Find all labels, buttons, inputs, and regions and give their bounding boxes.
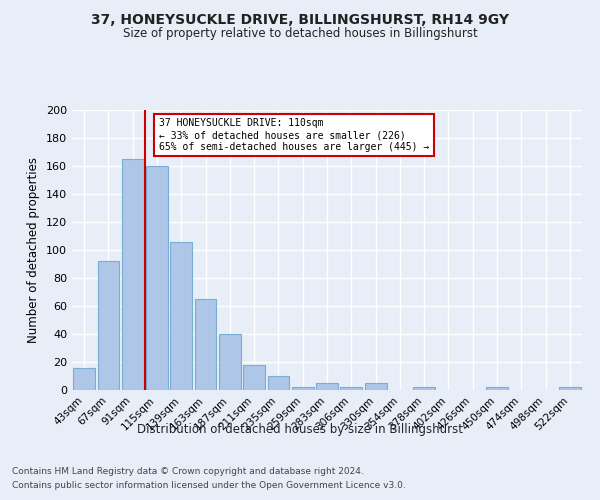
Text: Size of property relative to detached houses in Billingshurst: Size of property relative to detached ho… bbox=[122, 28, 478, 40]
Bar bbox=[340, 387, 362, 390]
Bar bbox=[316, 383, 338, 390]
Bar bbox=[413, 387, 435, 390]
Bar bbox=[170, 242, 192, 390]
Bar bbox=[365, 383, 386, 390]
Text: 37, HONEYSUCKLE DRIVE, BILLINGSHURST, RH14 9GY: 37, HONEYSUCKLE DRIVE, BILLINGSHURST, RH… bbox=[91, 12, 509, 26]
Bar bbox=[559, 387, 581, 390]
Text: Contains HM Land Registry data © Crown copyright and database right 2024.: Contains HM Land Registry data © Crown c… bbox=[12, 468, 364, 476]
Bar bbox=[122, 159, 143, 390]
Bar bbox=[194, 299, 217, 390]
Bar bbox=[243, 365, 265, 390]
Bar bbox=[268, 376, 289, 390]
Bar bbox=[146, 166, 168, 390]
Text: 37 HONEYSUCKLE DRIVE: 110sqm
← 33% of detached houses are smaller (226)
65% of s: 37 HONEYSUCKLE DRIVE: 110sqm ← 33% of de… bbox=[158, 118, 429, 152]
Bar bbox=[97, 261, 119, 390]
Y-axis label: Number of detached properties: Number of detached properties bbox=[28, 157, 40, 343]
Bar bbox=[292, 387, 314, 390]
Text: Contains public sector information licensed under the Open Government Licence v3: Contains public sector information licen… bbox=[12, 481, 406, 490]
Bar bbox=[219, 334, 241, 390]
Text: Distribution of detached houses by size in Billingshurst: Distribution of detached houses by size … bbox=[137, 422, 463, 436]
Bar bbox=[73, 368, 95, 390]
Bar bbox=[486, 387, 508, 390]
